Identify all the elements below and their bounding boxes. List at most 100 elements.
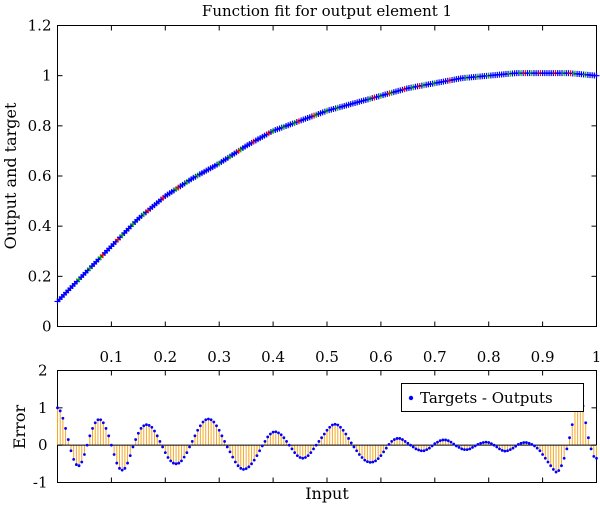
error-point	[128, 454, 132, 458]
error-point	[131, 445, 135, 449]
error-point	[546, 460, 550, 464]
error-point	[72, 457, 76, 461]
error-point	[56, 406, 59, 410]
error-point	[417, 448, 421, 452]
error-point	[201, 420, 205, 424]
error-point	[242, 468, 245, 471]
chart-title: Function fit for output element 1	[202, 2, 452, 20]
legend-box	[401, 383, 584, 412]
error-point	[449, 440, 453, 444]
error-point	[64, 426, 67, 430]
fit-x-tick-label: 0.1	[99, 348, 123, 366]
error-point	[527, 441, 531, 445]
error-point	[110, 443, 113, 447]
error-point	[500, 448, 504, 452]
legend: Targets - Outputs	[401, 383, 584, 412]
fit-y-tick-label: 0.4	[28, 217, 52, 235]
error-point	[428, 446, 431, 450]
error-point	[538, 449, 542, 453]
error-point	[409, 443, 412, 447]
error-y-tick-label: -1	[33, 474, 48, 492]
error-point	[120, 468, 124, 472]
error-point	[595, 456, 598, 460]
error-point	[304, 456, 307, 459]
fit-point	[593, 72, 600, 79]
error-point	[344, 432, 348, 436]
error-point	[104, 426, 108, 430]
error-point	[209, 418, 213, 422]
fit-plot-frame	[57, 25, 597, 327]
fit-y-tick-label: 1.2	[28, 17, 52, 35]
error-point	[411, 445, 415, 449]
error-point	[592, 454, 596, 458]
error-point	[511, 446, 515, 450]
fit-x-tick-label: 0.4	[261, 348, 285, 366]
error-point	[225, 445, 229, 449]
error-point	[333, 422, 337, 426]
fit-plot: Function fit for output element 1 0 0.2 0.…	[1, 2, 600, 366]
error-point	[231, 455, 235, 459]
error-point	[516, 443, 520, 446]
fit-y-tick-label: 0	[42, 318, 52, 336]
error-point	[560, 464, 563, 468]
fit-y-tick-label: 0.6	[28, 167, 52, 185]
error-point	[328, 425, 332, 429]
error-point	[519, 441, 523, 445]
error-point	[161, 445, 165, 449]
error-point	[250, 462, 253, 466]
error-y-tick-label: 2	[38, 362, 48, 380]
error-point	[66, 438, 70, 441]
error-point	[355, 449, 359, 453]
legend-label: Targets - Outputs	[420, 389, 553, 407]
legend-marker	[408, 395, 414, 401]
error-point	[88, 434, 92, 438]
fit-plot-ticks: 0 0.2 0.4 0.6 0.8 1 1.2 0.1 0.2 0.3 0.4 0.5 0.6 0.7 0.…	[28, 17, 600, 367]
error-point	[487, 441, 491, 444]
error-point	[93, 421, 97, 425]
error-point	[309, 451, 313, 455]
error-point	[489, 442, 493, 446]
error-point	[476, 443, 480, 446]
error-point	[207, 417, 210, 421]
error-point	[503, 449, 507, 453]
error-point	[139, 426, 143, 430]
error-point	[198, 424, 202, 428]
error-point	[282, 436, 286, 440]
error-point	[169, 459, 173, 463]
error-point	[508, 448, 512, 452]
error-y-tick-label: 1	[38, 399, 48, 417]
fit-curve	[56, 72, 597, 302]
error-point	[589, 447, 593, 451]
error-point	[236, 464, 240, 468]
error-point	[433, 442, 437, 446]
error-point	[471, 446, 474, 449]
error-point	[390, 440, 394, 443]
error-point	[460, 447, 464, 451]
error-plot-ticks: -1 0 1 2	[33, 362, 597, 492]
error-point	[565, 447, 569, 451]
error-point	[180, 459, 183, 463]
error-point	[481, 441, 485, 444]
error-point	[551, 468, 555, 471]
fit-y-tick-label: 0.8	[28, 117, 52, 135]
error-point	[177, 461, 181, 465]
error-point	[514, 444, 518, 448]
error-point	[163, 451, 167, 455]
fit-x-tick-label: 0.7	[423, 348, 447, 366]
error-point	[247, 465, 251, 469]
error-point	[112, 453, 116, 456]
error-point	[269, 432, 272, 436]
error-point	[190, 440, 194, 443]
error-point	[463, 448, 466, 452]
error-point	[468, 447, 472, 451]
error-point	[349, 441, 353, 445]
error-point	[336, 423, 340, 427]
error-point	[387, 443, 391, 446]
error-point	[123, 466, 127, 470]
error-point	[347, 437, 350, 440]
fit-plot-marks	[54, 70, 600, 305]
error-point	[441, 438, 445, 442]
error-point	[484, 440, 488, 444]
error-point	[522, 441, 526, 444]
